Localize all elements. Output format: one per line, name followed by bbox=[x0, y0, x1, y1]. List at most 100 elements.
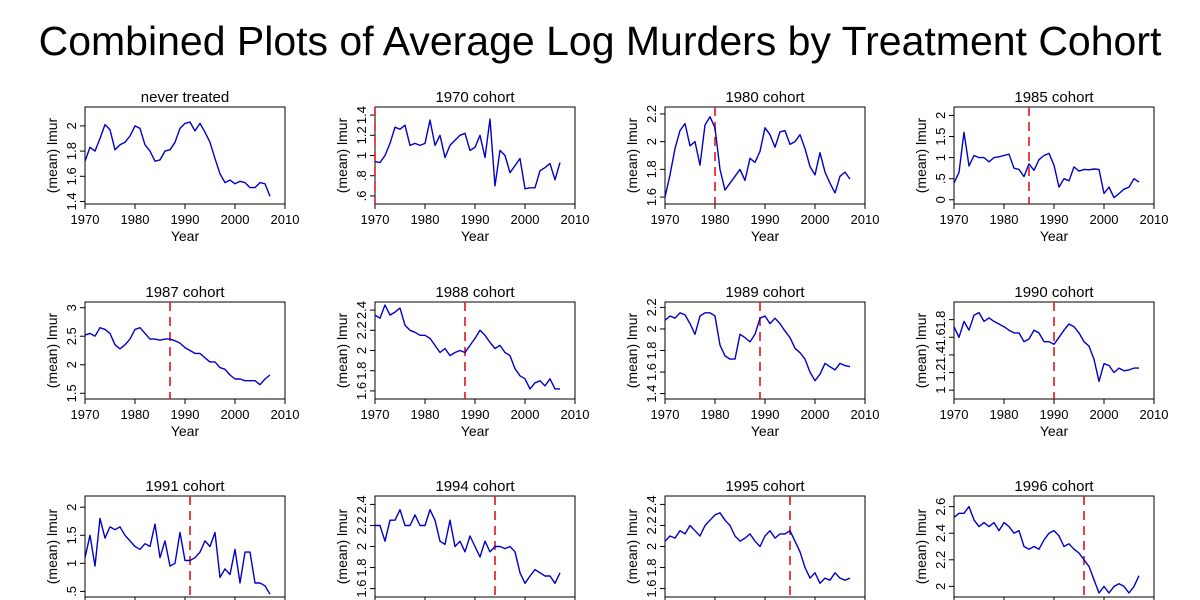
y-tick-label: 2 bbox=[64, 504, 79, 511]
y-tick-label: 2.4 bbox=[644, 495, 659, 513]
y-tick-label: 1.5 bbox=[64, 384, 79, 402]
x-tick-label: 1980 bbox=[411, 212, 440, 227]
y-axis-label: (mean) lmur bbox=[334, 117, 350, 193]
y-tick-label: 1.6 bbox=[644, 188, 659, 206]
plot-frame bbox=[664, 106, 866, 205]
x-axis-label: Year bbox=[1040, 423, 1069, 439]
series-line bbox=[374, 304, 560, 390]
x-tick-label: 1970 bbox=[71, 212, 100, 227]
y-tick-label: 0 bbox=[933, 196, 948, 203]
x-tick-label: 1970 bbox=[71, 407, 100, 422]
y-axis-label: (mean) lmur bbox=[913, 117, 929, 193]
y-tick-label: 2.5 bbox=[64, 327, 79, 345]
panel-title: 1994 cohort bbox=[435, 478, 515, 495]
y-tick-label: 1.6 bbox=[354, 580, 369, 598]
x-axis-label: Year bbox=[751, 228, 780, 244]
y-tick-label: 2.4 bbox=[354, 301, 369, 319]
x-tick-label: 2010 bbox=[561, 212, 590, 227]
x-tick-label: 2000 bbox=[801, 212, 830, 227]
plot-frame bbox=[84, 301, 286, 400]
x-tick-label: 1970 bbox=[940, 407, 969, 422]
y-axis-label: (mean) lmur bbox=[913, 508, 929, 584]
panel-6: 1989 cohort 1.4 1.6 1.8 2 2.2 (mean) lmur 1970 1… bbox=[624, 284, 879, 439]
panel-0: never treated 1.4 1.6 1.8 2 (mean) lmur 1970 19… bbox=[44, 89, 299, 244]
y-tick-label: 3 bbox=[64, 304, 79, 311]
y-tick-label: 1.4 bbox=[644, 385, 659, 403]
panel-4: 1987 cohort 1.5 2 2.5 3 (mean) lmur 1970 1980 19… bbox=[44, 284, 299, 439]
panel-title: 1970 cohort bbox=[435, 89, 515, 106]
y-tick-label: 1.2 bbox=[933, 364, 948, 382]
y-tick-label: 2.4 bbox=[933, 524, 948, 542]
y-tick-label: .5 bbox=[64, 586, 79, 597]
y-tick-label: .5 bbox=[933, 173, 948, 184]
y-axis-label: (mean) lmur bbox=[44, 312, 60, 388]
x-tick-label: 2010 bbox=[271, 407, 300, 422]
x-tick-label: 2010 bbox=[561, 407, 590, 422]
y-tick-label: 1.4 bbox=[64, 192, 79, 210]
y-tick-label: 1.5 bbox=[933, 127, 948, 145]
x-tick-label: 2010 bbox=[851, 212, 880, 227]
y-tick-label: 2 bbox=[933, 112, 948, 119]
x-tick-label: 1990 bbox=[171, 212, 200, 227]
x-tick-label: 2000 bbox=[511, 212, 540, 227]
y-axis-label: (mean) lmur bbox=[624, 312, 640, 388]
x-tick-label: 2010 bbox=[851, 407, 880, 422]
x-axis-label: Year bbox=[1040, 228, 1069, 244]
x-tick-label: 2010 bbox=[1140, 407, 1169, 422]
y-tick-label: 1.6 bbox=[354, 382, 369, 400]
y-tick-label: 1 bbox=[933, 387, 948, 394]
panel-3: 1985 cohort 0 .5 1 1.5 2 (mean) lmur 1970 1980 19… bbox=[913, 89, 1168, 244]
y-tick-label: 2.2 bbox=[644, 298, 659, 316]
panel-5: 1988 cohort 1.6 1.8 2 2.2 2.4 (mean) lmur 1970 1… bbox=[334, 284, 589, 439]
x-tick-label: 1970 bbox=[651, 212, 680, 227]
y-tick-label: 2.4 bbox=[354, 495, 369, 513]
panel-title: never treated bbox=[141, 89, 229, 106]
x-tick-label: 1980 bbox=[990, 212, 1019, 227]
x-tick-label: 1990 bbox=[1040, 407, 1069, 422]
y-axis-label: (mean) lmur bbox=[44, 117, 60, 193]
series-line bbox=[953, 311, 1139, 383]
x-tick-label: 1980 bbox=[701, 407, 730, 422]
y-tick-label: 2 bbox=[644, 138, 659, 145]
plot-frame bbox=[374, 301, 576, 400]
y-tick-label: 1.6 bbox=[644, 580, 659, 598]
series-line bbox=[664, 512, 851, 584]
y-axis-label: (mean) lmur bbox=[913, 312, 929, 388]
x-tick-label: 2000 bbox=[1090, 407, 1119, 422]
series-line bbox=[374, 118, 561, 190]
x-axis-label: Year bbox=[171, 228, 200, 244]
y-tick-label: 1.6 bbox=[933, 328, 948, 346]
panel-10: 1995 cohort 1.6 1.8 2 2.2 2.4 (mean) lmur bbox=[624, 478, 866, 600]
y-tick-label: .8 bbox=[354, 170, 369, 181]
panel-title: 1995 cohort bbox=[725, 478, 805, 495]
panel-title: 1989 cohort bbox=[725, 284, 805, 301]
y-tick-label: 2.2 bbox=[644, 105, 659, 123]
panel-8: 1991 cohort .5 1 1.5 2 (mean) lmur bbox=[44, 478, 286, 600]
y-tick-label: 2.2 bbox=[644, 516, 659, 534]
y-axis-label: (mean) lmur bbox=[334, 508, 350, 584]
y-tick-label: 1.8 bbox=[354, 362, 369, 380]
series-line bbox=[664, 312, 851, 382]
panel-2: 1980 cohort 1.6 1.8 2 2.2 (mean) lmur 1970 1980… bbox=[624, 89, 879, 244]
x-tick-label: 1970 bbox=[940, 212, 969, 227]
y-tick-label: 2 bbox=[644, 325, 659, 332]
x-tick-label: 1980 bbox=[411, 407, 440, 422]
panel-title: 1987 cohort bbox=[145, 284, 225, 301]
y-axis-label: (mean) lmur bbox=[624, 508, 640, 584]
panel-9: 1994 cohort 1.6 1.8 2 2.2 2.4 (mean) lmur bbox=[334, 478, 576, 600]
y-axis-label: (mean) lmur bbox=[334, 312, 350, 388]
y-tick-label: 1.8 bbox=[644, 559, 659, 577]
x-tick-label: 2000 bbox=[221, 407, 250, 422]
panel-7: 1990 cohort 1 1.21.41.61.8 (mean) lmur 1970 1… bbox=[913, 284, 1168, 439]
x-tick-label: 2000 bbox=[1090, 212, 1119, 227]
figure-title: Combined Plots of Average Log Murders by… bbox=[38, 18, 1162, 64]
plot-frame bbox=[374, 106, 576, 205]
y-tick-label: 1.6 bbox=[644, 363, 659, 381]
panel-1: 1970 cohort .6 .8 1 1.2 1.4 (mean) lmur 1970 198… bbox=[334, 89, 589, 244]
panel-title: 1985 cohort bbox=[1014, 89, 1094, 106]
x-tick-label: 2010 bbox=[1140, 212, 1169, 227]
x-tick-label: 1990 bbox=[461, 407, 490, 422]
x-tick-label: 1970 bbox=[361, 407, 390, 422]
y-tick-label: 2.6 bbox=[933, 498, 948, 516]
